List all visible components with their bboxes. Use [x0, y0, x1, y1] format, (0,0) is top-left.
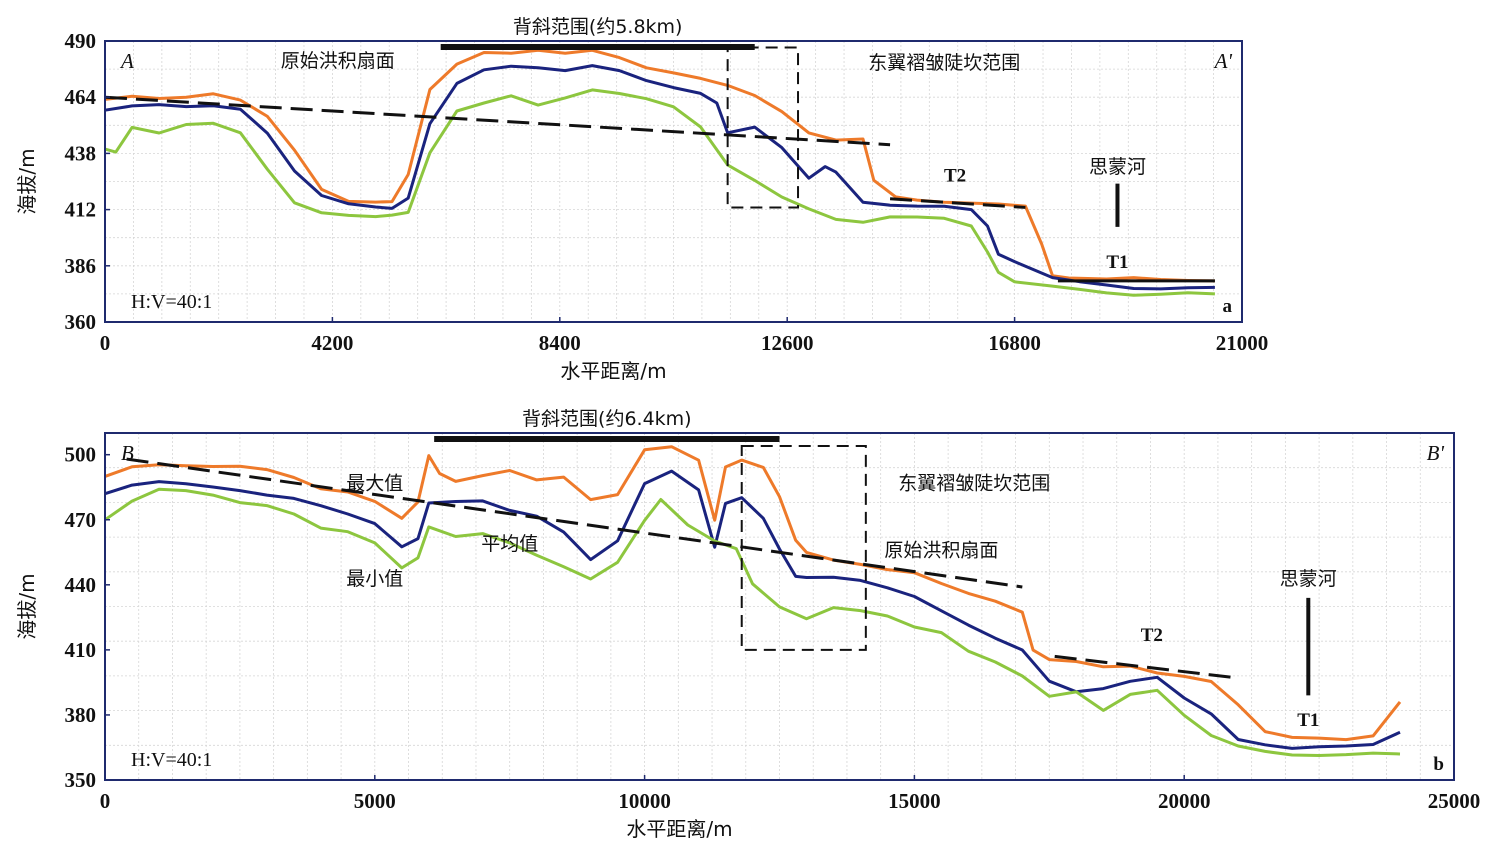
y-tick-label: 410	[65, 638, 97, 662]
panel-label: b	[1433, 754, 1444, 775]
min-value-label: 最小值	[346, 568, 403, 590]
series-line-0	[104, 445, 1402, 742]
east-wing-box	[740, 445, 867, 651]
profile-end-label: A'	[1213, 49, 1233, 73]
x-tick-label: 25000	[1428, 789, 1481, 813]
fan-surface-line	[104, 95, 891, 147]
x-tick-label: 4200	[311, 331, 353, 355]
y-tick-label: 360	[65, 310, 97, 334]
y-tick-label: 386	[65, 254, 97, 278]
t2-terrace-line	[1054, 654, 1239, 680]
east-wing-box	[726, 46, 800, 209]
x-tick-label: 5000	[354, 789, 396, 813]
y-tick-label: 412	[65, 198, 97, 222]
y-axis-label: 海拔/m	[15, 573, 39, 639]
t2-terrace-line	[889, 197, 1026, 209]
t2-label: T2	[1141, 625, 1163, 646]
y-tick-label: 470	[65, 508, 97, 532]
t1-label: T1	[1297, 710, 1319, 731]
t1-label: T1	[1106, 252, 1128, 273]
y-tick-label: 500	[65, 443, 97, 467]
x-tick-label: 15000	[888, 789, 941, 813]
y-axis-label: 海拔/m	[15, 148, 39, 214]
east-wing-label: 东翼褶皱陡坎范围	[898, 472, 1050, 494]
scale-ratio-label: H:V=40:1	[131, 291, 212, 313]
x-tick-label: 16800	[988, 331, 1041, 355]
panel-label: a	[1223, 296, 1233, 317]
plot-frame	[104, 40, 1243, 323]
panel-a: 背斜范围(约5.8km) 0 4200 8400 12600 16800 21000 360 3…	[15, 16, 1268, 383]
y-tick-label: 380	[65, 703, 97, 727]
y-tick-label: 438	[65, 141, 97, 165]
profile-start-label: B	[121, 441, 134, 465]
x-tick-label: 20000	[1158, 789, 1211, 813]
x-tick-label: 8400	[539, 331, 581, 355]
profile-end-label: B'	[1427, 441, 1445, 465]
series-line-1	[104, 469, 1401, 750]
scale-ratio-label: H:V=40:1	[131, 749, 212, 771]
mean-value-label: 平均值	[481, 533, 538, 555]
y-tick-label: 350	[65, 768, 97, 792]
x-tick-label: 21000	[1216, 331, 1269, 355]
y-tick-label: 440	[65, 573, 97, 597]
fan-surface-line	[126, 457, 1023, 589]
series-line-2	[104, 487, 1401, 757]
anticline-label: 背斜范围(约5.8km)	[513, 16, 683, 38]
max-value-label: 最大值	[346, 472, 403, 494]
fan-surface-label: 原始洪积扇面	[884, 540, 998, 562]
series-line-1	[104, 64, 1215, 291]
fan-surface-label: 原始洪积扇面	[281, 50, 395, 72]
profile-start-label: A	[119, 49, 134, 73]
x-axis-label: 水平距离/m	[560, 359, 666, 383]
river-label: 思蒙河	[1280, 568, 1337, 590]
x-tick-label: 0	[100, 789, 111, 813]
x-tick-label: 12600	[761, 331, 814, 355]
series-line-2	[104, 88, 1215, 297]
panel-b: 背斜范围(约6.4km) 0 5000 10000 15000 20000 25000 350…	[15, 408, 1480, 841]
y-tick-label: 464	[65, 85, 97, 109]
series-line-0	[104, 48, 1215, 283]
river-label: 思蒙河	[1089, 156, 1146, 178]
y-tick-label: 490	[65, 29, 97, 53]
x-tick-label: 10000	[618, 789, 671, 813]
x-axis-label: 水平距离/m	[626, 817, 732, 841]
x-tick-label: 0	[100, 331, 111, 355]
anticline-label: 背斜范围(约6.4km)	[522, 408, 692, 430]
east-wing-label: 东翼褶皱陡坎范围	[868, 52, 1020, 74]
t2-label: T2	[944, 166, 966, 187]
plot-frame	[104, 432, 1455, 781]
